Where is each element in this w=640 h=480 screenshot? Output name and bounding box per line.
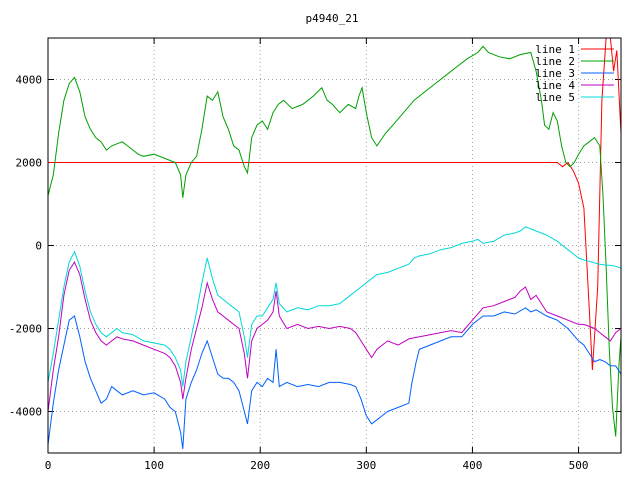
- chart-title: p4940_21: [306, 12, 359, 25]
- y-tick-label: -4000: [9, 406, 42, 419]
- series-line-5: [48, 226, 621, 387]
- x-tick-label: 100: [144, 459, 164, 472]
- x-tick-label: 500: [569, 459, 589, 472]
- plot-frame: [47, 37, 622, 454]
- grid-layer: [47, 38, 621, 453]
- y-tick-label: 2000: [16, 157, 43, 170]
- legend-label-1: line 1: [535, 43, 575, 56]
- x-tick-label: 200: [250, 459, 270, 472]
- series-line-2: [48, 45, 621, 437]
- series-line-4: [48, 261, 621, 412]
- legend-label-3: line 3: [535, 67, 575, 80]
- legend-label-5: line 5: [535, 91, 575, 104]
- x-tick-label: 0: [45, 459, 52, 472]
- legend-label-4: line 4: [535, 79, 575, 92]
- y-tick-label: -2000: [9, 323, 42, 336]
- x-tick-labels: 0 100 200 300 400 500: [45, 459, 589, 472]
- legend-label-2: line 2: [535, 55, 575, 68]
- y-tick-labels: -4000 -2000 0 2000 4000: [9, 74, 42, 419]
- x-tick-label: 300: [356, 459, 376, 472]
- series-line-3: [48, 307, 621, 449]
- series-layer: [48, 38, 621, 449]
- y-tick-label: 0: [35, 240, 42, 253]
- series-line-1: [48, 38, 621, 371]
- y-tick-label: 4000: [16, 74, 43, 87]
- x-tick-label: 400: [463, 459, 483, 472]
